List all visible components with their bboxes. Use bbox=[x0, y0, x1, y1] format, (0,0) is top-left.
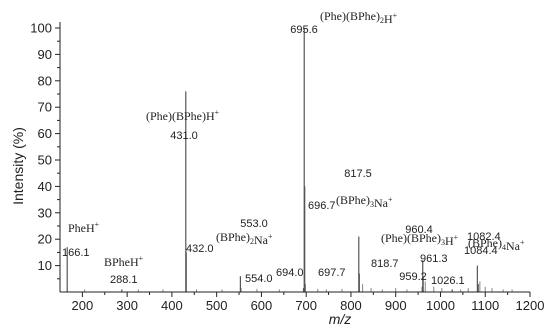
x-tick-label: 600 bbox=[251, 298, 273, 313]
axes bbox=[59, 22, 530, 293]
peak-label-1026-1: 1026.1 bbox=[431, 275, 465, 287]
ticks: 200 300 400 500 600 700 800 900 1000 1100 1200 10 20… bbox=[30, 21, 544, 314]
x-tick-label: 300 bbox=[116, 298, 138, 313]
ion-annotation: (BPhe)4Na+ bbox=[468, 236, 525, 253]
ion-annotation: PheH+ bbox=[68, 220, 100, 235]
peak-label-554-0: 554.0 bbox=[245, 273, 273, 285]
y-tick-label: 30 bbox=[38, 205, 52, 220]
ion-annotation: (BPhe)3Na+ bbox=[336, 193, 393, 210]
y-axis-title: Intensity (%) bbox=[10, 127, 26, 205]
peak-bars bbox=[66, 28, 479, 292]
ion-annotation: BPheH+ bbox=[104, 254, 144, 269]
y-tick-label: 40 bbox=[38, 179, 52, 194]
y-tick-label: 20 bbox=[38, 232, 52, 247]
peak-label-959-2: 959.2 bbox=[399, 271, 427, 283]
peak-label-166-1: 166.1 bbox=[62, 247, 90, 259]
peak-label-694-0: 694.0 bbox=[276, 267, 304, 279]
peak-label-697-7: 697.7 bbox=[318, 267, 346, 279]
x-tick-label: 400 bbox=[161, 298, 183, 313]
y-tick-label: 90 bbox=[38, 47, 52, 62]
peak-label-696-7: 696.7 bbox=[308, 200, 336, 212]
x-tick-label: 200 bbox=[72, 298, 94, 313]
x-tick-label: 800 bbox=[340, 298, 362, 313]
x-tick-label: 1200 bbox=[516, 298, 545, 313]
peak-label-1082-4: 1082.4 bbox=[467, 231, 501, 243]
peak-label-1084-4: 1084.4 bbox=[464, 245, 498, 257]
y-tick-label: 100 bbox=[30, 21, 52, 36]
peak-label-695-6: 695.6 bbox=[290, 24, 318, 36]
peak-label-960-4: 960.4 bbox=[405, 224, 433, 236]
y-tick-label: 10 bbox=[38, 258, 52, 273]
peak-label-432-0: 432.0 bbox=[186, 243, 214, 255]
ion-annotation: (Phe)(BPhe)3H+ bbox=[381, 231, 459, 248]
x-axis-title: m/z bbox=[329, 311, 352, 327]
peak-label-961-3: 961.3 bbox=[420, 253, 448, 265]
ion-annotation: (Phe)(BPhe)H+ bbox=[146, 108, 220, 123]
peak-label-817-5: 817.5 bbox=[344, 168, 372, 180]
y-tick-label: 60 bbox=[38, 126, 52, 141]
ion-annotation: (BPhe)2Na+ bbox=[216, 230, 273, 247]
y-tick-label: 70 bbox=[38, 100, 52, 115]
x-tick-label: 700 bbox=[295, 298, 317, 313]
x-tick-label: 500 bbox=[206, 298, 228, 313]
peak-labels: 166.1 288.1 431.0 432.0 553.0 554.0 694.0 695.6… bbox=[62, 24, 501, 287]
baseline-noise bbox=[84, 281, 513, 292]
ion-annotations: PheH+ BPheH+ (Phe)(BPhe)H+ (BPhe)2Na+ (Phe)(… bbox=[68, 9, 525, 269]
peak-label-288-1: 288.1 bbox=[110, 274, 138, 286]
y-tick-label: 80 bbox=[38, 73, 52, 88]
x-tick-label: 1100 bbox=[471, 298, 499, 313]
peak-label-818-7: 818.7 bbox=[371, 258, 399, 270]
x-tick-label: 1000 bbox=[426, 298, 455, 313]
y-tick-label: 50 bbox=[38, 153, 52, 168]
peak-label-553-0: 553.0 bbox=[240, 218, 268, 230]
ion-annotation: (Phe)(BPhe)2H+ bbox=[320, 9, 398, 26]
x-tick-label: 900 bbox=[385, 298, 407, 313]
peak-label-431-0: 431.0 bbox=[170, 130, 198, 142]
